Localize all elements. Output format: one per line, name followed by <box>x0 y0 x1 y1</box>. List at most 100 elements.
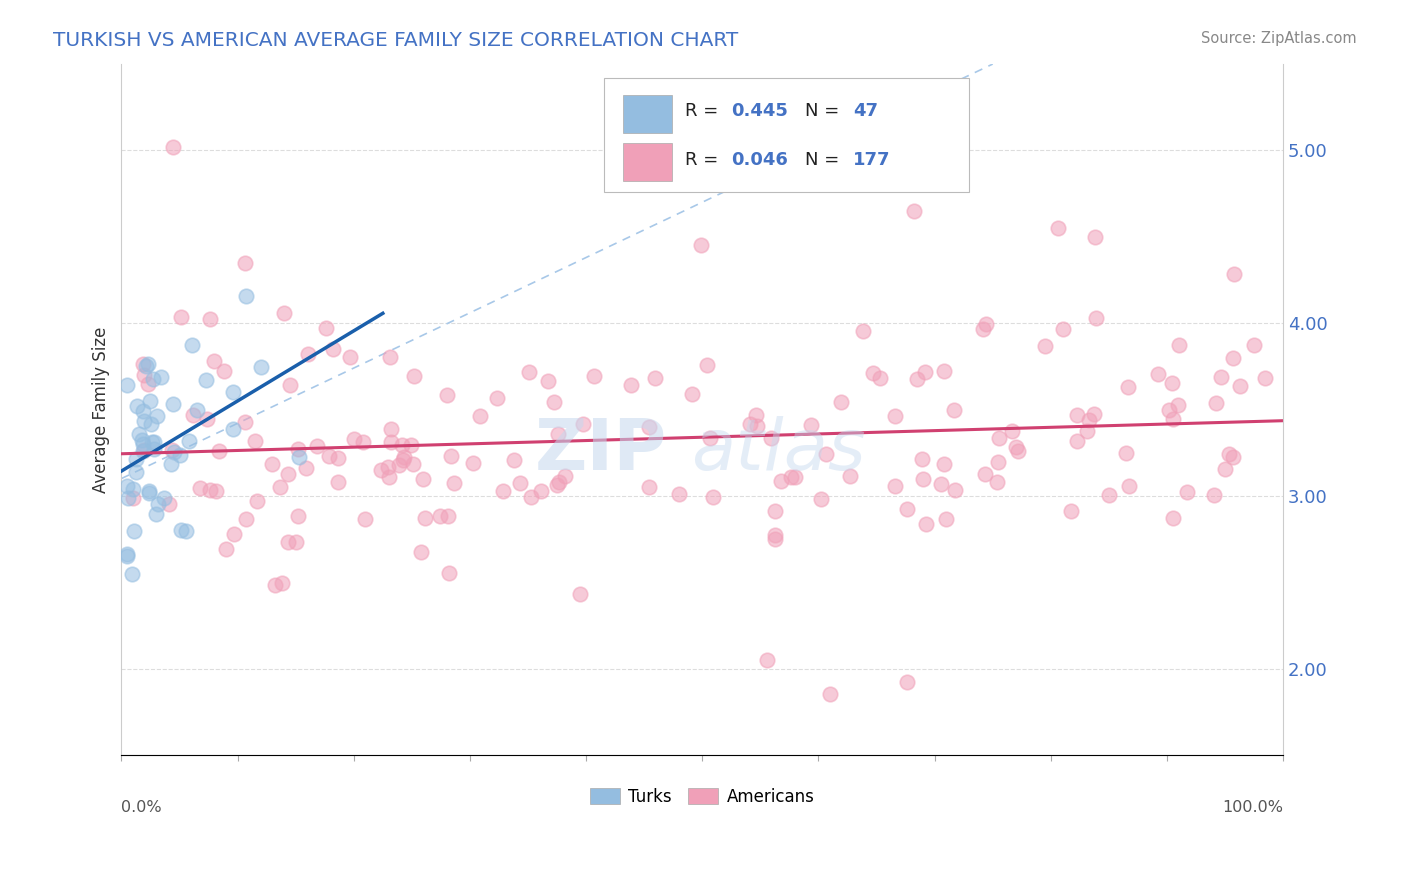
Point <box>440 450 463 464</box>
Point <box>145 508 167 522</box>
Point <box>339 350 361 364</box>
Point <box>169 310 191 325</box>
Point <box>810 492 832 507</box>
Point <box>568 587 591 601</box>
Point <box>404 368 426 383</box>
Point <box>987 431 1010 445</box>
Text: 0.046: 0.046 <box>731 151 789 169</box>
Point <box>270 576 292 591</box>
Y-axis label: Average Family Size: Average Family Size <box>93 326 110 492</box>
Text: 100.0%: 100.0% <box>1222 800 1284 814</box>
Point <box>380 422 402 436</box>
Point <box>915 516 938 531</box>
Point <box>128 426 150 441</box>
Point <box>160 443 183 458</box>
Point <box>413 511 436 525</box>
Point <box>620 378 643 392</box>
Point <box>131 404 153 418</box>
Point <box>222 527 245 541</box>
Point <box>1060 504 1083 518</box>
Point <box>1052 322 1074 336</box>
Point <box>1167 338 1189 352</box>
Point <box>202 354 225 368</box>
Point <box>163 445 186 459</box>
Point <box>401 457 423 471</box>
Point <box>277 535 299 549</box>
Point <box>546 478 568 492</box>
Point <box>222 385 245 400</box>
Point <box>763 532 786 546</box>
Point <box>370 463 392 477</box>
Point <box>132 437 155 451</box>
Point <box>1160 376 1182 390</box>
Point <box>117 377 139 392</box>
Point <box>509 476 531 491</box>
Point <box>1222 351 1244 365</box>
Point <box>1007 443 1029 458</box>
Point <box>1254 371 1277 385</box>
Point <box>148 497 170 511</box>
Point <box>696 358 718 372</box>
Point <box>1066 409 1088 423</box>
Point <box>747 419 769 434</box>
Point <box>287 509 309 524</box>
Point <box>583 368 606 383</box>
Point <box>910 451 932 466</box>
Point <box>198 483 221 498</box>
Point <box>759 431 782 445</box>
Point <box>1205 396 1227 410</box>
Point <box>905 371 928 385</box>
Point <box>134 368 156 383</box>
Point <box>136 357 159 371</box>
Point <box>638 479 661 493</box>
Text: N =: N = <box>804 103 839 120</box>
Point <box>738 417 761 432</box>
Point <box>132 443 155 458</box>
Point <box>233 255 256 269</box>
Point <box>235 415 257 429</box>
Point <box>142 434 165 449</box>
Point <box>121 566 143 581</box>
Point <box>973 467 995 482</box>
Text: 177: 177 <box>853 151 891 169</box>
Point <box>818 688 841 702</box>
Point <box>461 456 484 470</box>
Point <box>263 578 285 592</box>
Point <box>117 547 139 561</box>
Point <box>277 467 299 482</box>
Point <box>215 541 238 556</box>
Point <box>537 374 560 388</box>
Point <box>1159 403 1181 417</box>
Point <box>644 371 666 385</box>
Point <box>401 438 423 452</box>
Point <box>572 417 595 431</box>
Point <box>380 350 402 364</box>
Point <box>932 364 955 378</box>
Point <box>763 504 786 518</box>
Point <box>1001 424 1024 438</box>
Point <box>318 449 340 463</box>
Point <box>839 468 862 483</box>
Point <box>485 391 508 405</box>
Point <box>138 484 160 499</box>
Point <box>547 426 569 441</box>
Point <box>322 343 344 357</box>
Point <box>914 366 936 380</box>
Point <box>269 480 291 494</box>
Point <box>1076 424 1098 438</box>
Point <box>297 347 319 361</box>
Point <box>174 524 197 538</box>
Point <box>468 409 491 424</box>
Point <box>180 338 202 352</box>
Point <box>208 443 231 458</box>
Point <box>769 474 792 488</box>
Point <box>412 471 434 485</box>
Text: atlas: atlas <box>690 417 865 485</box>
Point <box>1161 412 1184 426</box>
Point <box>1167 398 1189 412</box>
Point <box>117 479 139 493</box>
Point <box>186 402 208 417</box>
Point <box>1209 370 1232 384</box>
Point <box>830 394 852 409</box>
Point <box>235 512 257 526</box>
